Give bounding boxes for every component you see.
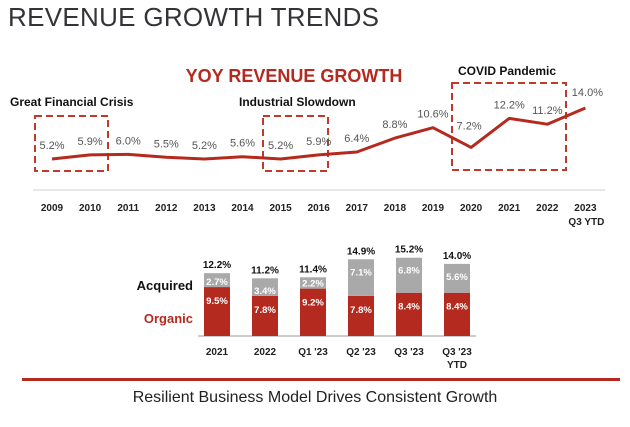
bar-acquired [204,273,230,288]
annotation-label: Great Financial Crisis [10,95,134,109]
annotation-label: Industrial Slowdown [239,95,356,109]
line-x-tick-sublabel: Q3 YTD [568,217,604,228]
line-data-label: 5.2% [268,140,293,152]
bar-acquired [444,263,470,293]
legend-acquired: Acquired [137,278,193,293]
line-x-tick-label: 2021 [498,203,521,214]
line-annotations: Great Financial Crisis Industrial Slowdow… [10,64,567,172]
bar-acquired-label: 5.6% [446,272,468,283]
bar-total-label: 12.2% [203,260,231,271]
footer-tagline: Resilient Business Model Drives Consiste… [132,389,498,406]
page-title: REVENUE GROWTH TRENDS [8,2,380,32]
line-data-label: 6.4% [344,133,369,145]
bar-x-tick-label: 2022 [254,347,277,358]
bar-acquired-label: 2.7% [206,277,228,288]
line-series-yoy-growth [51,106,586,161]
line-x-tick-label: 2022 [536,203,559,214]
line-data-label: 10.6% [417,109,448,121]
line-x-tick-labels: 2009 2010 2011 2012 2013 2014 2015 2016 2017 2018… [41,203,604,228]
bar-organic [252,295,278,336]
bar-acquired [252,278,278,296]
bar-x-tick-label: Q1 '23 [298,347,328,358]
bar-acquired [396,257,422,293]
line-x-tick-label: 2013 [193,203,216,214]
bar-organic-label: 8.4% [398,302,420,313]
bar-total-label: 14.0% [443,251,471,262]
bar-total-label: 14.9% [347,246,375,257]
line-data-label: 6.0% [116,135,141,147]
line-data-label: 5.9% [306,136,331,148]
bar-x-tick-label: Q2 '23 [346,347,376,358]
bar-organic [204,287,230,336]
line-x-tick-label: 2011 [117,203,139,214]
bar-organic-label: 7.8% [350,305,372,316]
footer-divider [22,378,620,381]
line-data-label: 11.2% [532,105,563,117]
line-data-label: 5.6% [230,138,255,150]
bar-organic [348,295,374,336]
bar-organic-label: 8.4% [446,302,468,313]
line-data-label: 5.9% [78,136,103,148]
bar-organic [396,292,422,336]
bar-acquired-label: 6.8% [398,266,420,277]
bar-organic-label: 9.2% [302,298,324,309]
bar-x-tick-sublabel: YTD [447,360,467,371]
line-x-tick-label: 2015 [269,203,292,214]
line-x-tick-label: 2010 [79,203,102,214]
annotation-box [451,82,567,171]
annotation-box [262,115,329,172]
bar-x-tick-label: 2021 [206,347,229,358]
line-x-tick-label: 2012 [155,203,178,214]
stacked-bar-chart: 9.5% 2.7% 12.2% 2021 7.8% 3.4% 11.2% 2022 9.2% 2.… [198,245,476,371]
bar-acquired [300,277,326,289]
line-x-tick-label: 2014 [231,203,254,214]
legend-organic: Organic [144,311,193,326]
bar-organic-label: 9.5% [206,296,228,307]
line-x-tick-label: 2020 [460,203,483,214]
bar-x-tick-label: Q3 '23 [394,347,424,358]
bar-acquired [348,259,374,296]
annotation-label: COVID Pandemic [458,64,556,78]
bar-organic-label: 7.8% [254,305,276,316]
line-data-labels: 5.2% 5.9% 6.0% 5.5% 5.2% 5.6% 5.2% 5.9% 6.4% 8.8%… [39,87,603,152]
bar-total-label: 11.4% [299,264,327,275]
line-data-label: 5.2% [39,140,64,152]
bar-x-tick-label: Q3 '23 [442,347,472,358]
line-data-label: 5.2% [192,140,217,152]
line-x-tick-label: 2018 [384,203,407,214]
line-x-tick-label: 2023 [574,203,597,214]
line-data-label: 14.0% [572,87,603,99]
line-data-label: 8.8% [382,119,407,131]
line-data-label: 5.5% [154,138,179,150]
line-data-label: 12.2% [494,99,525,111]
bar-acquired-label: 3.4% [254,286,276,297]
bar-organic [300,288,326,336]
line-x-tick-label: 2019 [422,203,445,214]
line-data-label: 7.2% [457,120,482,132]
line-x-tick-label: 2017 [346,203,369,214]
bar-total-label: 11.2% [251,265,279,276]
line-x-tick-label: 2016 [308,203,331,214]
bar-organic [444,292,470,336]
bar-acquired-label: 7.1% [350,267,372,278]
bar-total-label: 15.2% [395,245,423,256]
line-chart-title: YOY REVENUE GROWTH [186,66,403,86]
bar-acquired-label: 2.2% [302,279,324,290]
line-x-tick-label: 2009 [41,203,64,214]
annotation-box [34,115,109,172]
